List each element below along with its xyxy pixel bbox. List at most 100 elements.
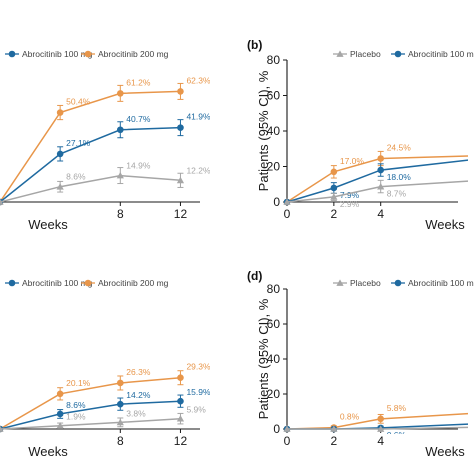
legend-label: Abrocitinib 100 mg bbox=[408, 278, 474, 288]
series-line bbox=[286, 180, 468, 203]
data-label: 0.8% bbox=[340, 412, 360, 422]
legend-label: Placebo bbox=[350, 49, 381, 59]
x-axis-title: Weeks bbox=[28, 444, 68, 459]
plot-area: 20.1% 26.3% 29.3% 8.6% 14.2% 15.9% 1.9% 3.8% 5.9… bbox=[0, 362, 211, 433]
y-axis-title: Patients (95% CI), % bbox=[256, 298, 271, 419]
panel-letter: (d) bbox=[247, 269, 262, 283]
data-point bbox=[177, 88, 184, 95]
data-point bbox=[117, 126, 124, 134]
data-label: 0.6% bbox=[387, 430, 407, 440]
data-point bbox=[330, 184, 338, 192]
data-label: 20.1% bbox=[66, 378, 91, 388]
y-tick-label: 20 bbox=[267, 160, 281, 174]
data-point bbox=[330, 193, 338, 200]
x-tick-label: 12 bbox=[174, 434, 188, 448]
series-line bbox=[0, 400, 181, 430]
data-point bbox=[117, 400, 124, 408]
legend-label: Placebo bbox=[350, 278, 381, 288]
data-point bbox=[177, 374, 184, 382]
data-point bbox=[56, 150, 64, 158]
data-point bbox=[0, 198, 4, 205]
legend-marker bbox=[84, 50, 92, 58]
data-label: 26.3% bbox=[126, 367, 151, 377]
y-tick-label: 60 bbox=[267, 317, 281, 331]
series-line bbox=[286, 155, 468, 203]
data-label: 12.2% bbox=[186, 165, 211, 175]
data-label: 18.0% bbox=[387, 172, 412, 182]
data-label: 1.9% bbox=[66, 412, 86, 422]
legend-marker bbox=[394, 50, 402, 58]
panel-b-chart: 0 20 40 60 80 0 2 4 Weeks Patients (95% CI), % (b)… bbox=[247, 38, 474, 232]
legend-marker bbox=[84, 279, 92, 287]
data-point bbox=[56, 410, 64, 418]
plot-area: 0.8% 5.8% 0.6% bbox=[283, 403, 468, 440]
y-tick-label: 80 bbox=[267, 282, 281, 296]
data-point bbox=[283, 198, 291, 205]
x-tick-label: 0 bbox=[284, 207, 291, 221]
data-label: 24.5% bbox=[387, 143, 412, 153]
data-point bbox=[117, 90, 124, 97]
legend-marker bbox=[394, 279, 402, 287]
data-point bbox=[116, 171, 124, 179]
x-tick-label: 8 bbox=[117, 207, 124, 221]
data-point bbox=[176, 415, 185, 422]
x-axis-title: Weeks bbox=[425, 444, 465, 459]
data-point bbox=[0, 425, 4, 432]
data-label: 50.4% bbox=[66, 97, 91, 107]
data-point bbox=[177, 124, 184, 131]
plot-area: 17.0% 24.5% 7.9% 18.0% 2.9% 8.7% bbox=[283, 143, 468, 209]
data-point bbox=[176, 176, 185, 184]
legend-label: Abrocitinib 100 mg bbox=[22, 278, 93, 288]
x-axis-title: Weeks bbox=[425, 217, 465, 232]
data-label: 14.2% bbox=[126, 390, 151, 400]
y-tick-label: 40 bbox=[267, 352, 281, 366]
data-label: 29.3% bbox=[186, 362, 211, 372]
x-tick-label: 12 bbox=[174, 207, 188, 221]
x-tick-label: 2 bbox=[331, 207, 338, 221]
data-label: 8.6% bbox=[66, 172, 86, 182]
data-point bbox=[116, 418, 124, 426]
data-point bbox=[56, 390, 64, 398]
legend-label: Abrocitinib 200 mg bbox=[98, 49, 169, 59]
data-label: 5.9% bbox=[186, 405, 206, 415]
data-label: 7.9% bbox=[340, 190, 360, 200]
data-label: 8.6% bbox=[66, 400, 86, 410]
data-point bbox=[56, 109, 64, 116]
data-label: 17.0% bbox=[340, 156, 365, 166]
data-label: 41.9% bbox=[186, 112, 211, 122]
data-label: 62.3% bbox=[186, 75, 211, 85]
x-axis-title: Weeks bbox=[28, 217, 68, 232]
data-point bbox=[377, 155, 384, 162]
plot-area: 50.4% 61.2% 62.3% 27.1% 40.7% 41.9% 8.6% 14.9% 1… bbox=[0, 75, 211, 206]
legend-label: Abrocitinib 100 mg bbox=[22, 49, 93, 59]
y-tick-label: 0 bbox=[273, 422, 280, 436]
data-point bbox=[283, 425, 291, 432]
y-tick-label: 0 bbox=[273, 195, 280, 209]
y-tick-label: 40 bbox=[267, 124, 281, 138]
data-point bbox=[177, 397, 184, 405]
series-line bbox=[0, 174, 181, 203]
legend-marker bbox=[336, 279, 344, 286]
data-label: 14.9% bbox=[126, 161, 151, 171]
panel-a-chart: 8 12 Weeks Abrocitinib 100 mg Abrocitinib 20… bbox=[0, 49, 211, 232]
x-tick-label: 8 bbox=[117, 434, 124, 448]
legend-marker bbox=[336, 50, 344, 57]
series-line bbox=[0, 417, 181, 430]
panel-d-chart: 0 20 40 60 80 0 2 4 Weeks Patients (95% CI), % (d)… bbox=[247, 269, 474, 459]
data-label: 5.8% bbox=[387, 403, 407, 413]
data-point bbox=[330, 425, 338, 432]
data-point bbox=[377, 166, 384, 174]
panel-c-chart: 8 12 Weeks Abrocitinib 100 mg Abrocitinib 20… bbox=[0, 278, 211, 459]
data-point bbox=[56, 183, 64, 190]
legend-marker bbox=[8, 279, 16, 287]
data-label: 40.7% bbox=[126, 114, 151, 124]
panel-letter: (b) bbox=[247, 38, 262, 52]
data-point bbox=[330, 168, 338, 176]
series-line bbox=[0, 126, 181, 203]
data-label: 2.9% bbox=[340, 199, 360, 209]
series-line bbox=[0, 90, 181, 203]
data-label: 8.7% bbox=[387, 189, 407, 199]
series-line bbox=[286, 159, 468, 203]
y-tick-label: 20 bbox=[267, 387, 281, 401]
